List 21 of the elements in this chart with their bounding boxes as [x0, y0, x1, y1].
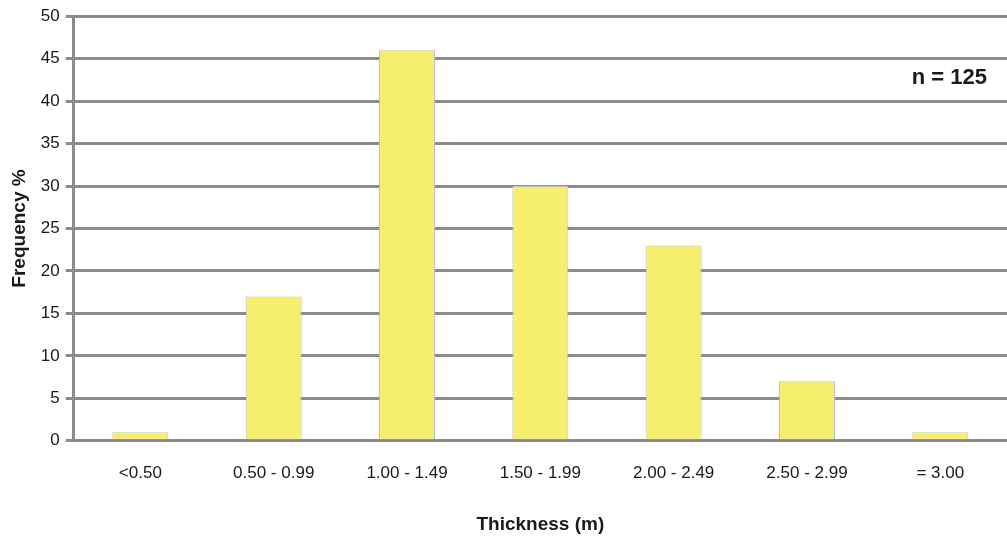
y-tick-label: 20 — [40, 260, 60, 280]
x-tick-label: 1.00 - 1.49 — [366, 462, 448, 482]
y-tick-label: 40 — [40, 90, 60, 110]
y-axis-title: Frequency % — [7, 169, 29, 288]
x-tick-label: 1.50 - 1.99 — [499, 462, 581, 482]
x-tick-label: 2.50 - 2.99 — [766, 462, 848, 482]
y-tick-label: 25 — [40, 218, 60, 238]
x-tick-label: <0.50 — [118, 462, 162, 482]
y-tick-label: 30 — [40, 175, 60, 195]
y-tick-label: 10 — [40, 345, 60, 365]
x-axis-title: Thickness (m) — [476, 512, 605, 534]
annotation: n = 125 — [911, 64, 987, 90]
y-tick-label: 45 — [40, 48, 60, 68]
y-tick-label: 15 — [40, 303, 60, 323]
x-tick-label: 0.50 - 0.99 — [233, 462, 315, 482]
y-tick-label: 5 — [50, 388, 60, 408]
x-tick-label: 2.00 - 2.49 — [633, 462, 715, 482]
y-tick-label: 50 — [40, 5, 60, 25]
y-tick-label: 35 — [40, 133, 60, 153]
x-tick-label: = 3.00 — [916, 462, 965, 482]
y-tick-label: 0 — [50, 430, 60, 450]
